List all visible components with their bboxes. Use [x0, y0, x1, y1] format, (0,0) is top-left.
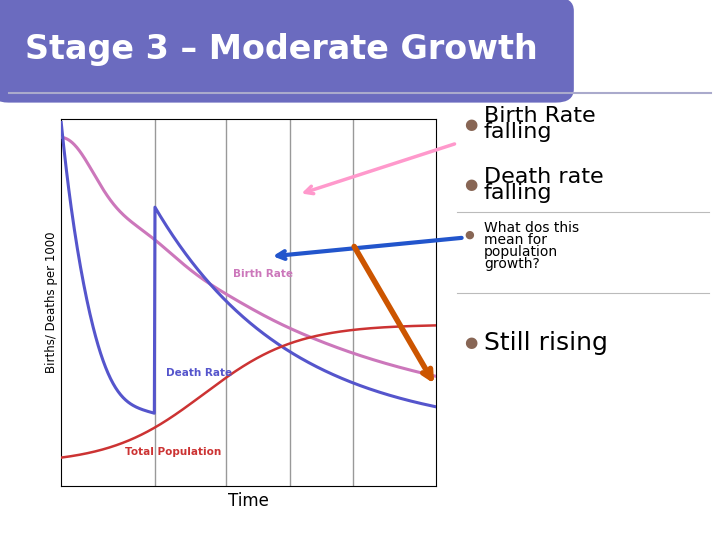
Text: 1: 1: [102, 86, 114, 104]
Text: Total Population: Total Population: [125, 447, 221, 457]
Text: Stage 3 – Moderate Growth: Stage 3 – Moderate Growth: [25, 33, 538, 66]
Text: Birth Rate: Birth Rate: [484, 106, 595, 126]
Text: ●: ●: [464, 117, 477, 132]
Text: ●: ●: [464, 230, 474, 240]
Text: Death rate: Death rate: [484, 167, 603, 187]
Text: growth?: growth?: [484, 257, 539, 271]
Text: mean for: mean for: [484, 233, 547, 247]
Text: 2: 2: [184, 86, 197, 104]
Text: population: population: [484, 245, 558, 259]
Text: Death Rate: Death Rate: [166, 368, 232, 378]
Text: falling: falling: [484, 122, 552, 143]
Text: Birth Rate: Birth Rate: [233, 269, 294, 279]
Text: ●: ●: [464, 335, 477, 350]
X-axis label: Time: Time: [228, 491, 269, 510]
Text: falling: falling: [484, 183, 552, 204]
Text: 3: 3: [251, 86, 264, 104]
Text: Still rising: Still rising: [484, 331, 608, 355]
Text: ●: ●: [464, 177, 477, 192]
Y-axis label: Births/ Deaths per 1000: Births/ Deaths per 1000: [45, 232, 58, 373]
Text: What dos this: What dos this: [484, 221, 579, 235]
